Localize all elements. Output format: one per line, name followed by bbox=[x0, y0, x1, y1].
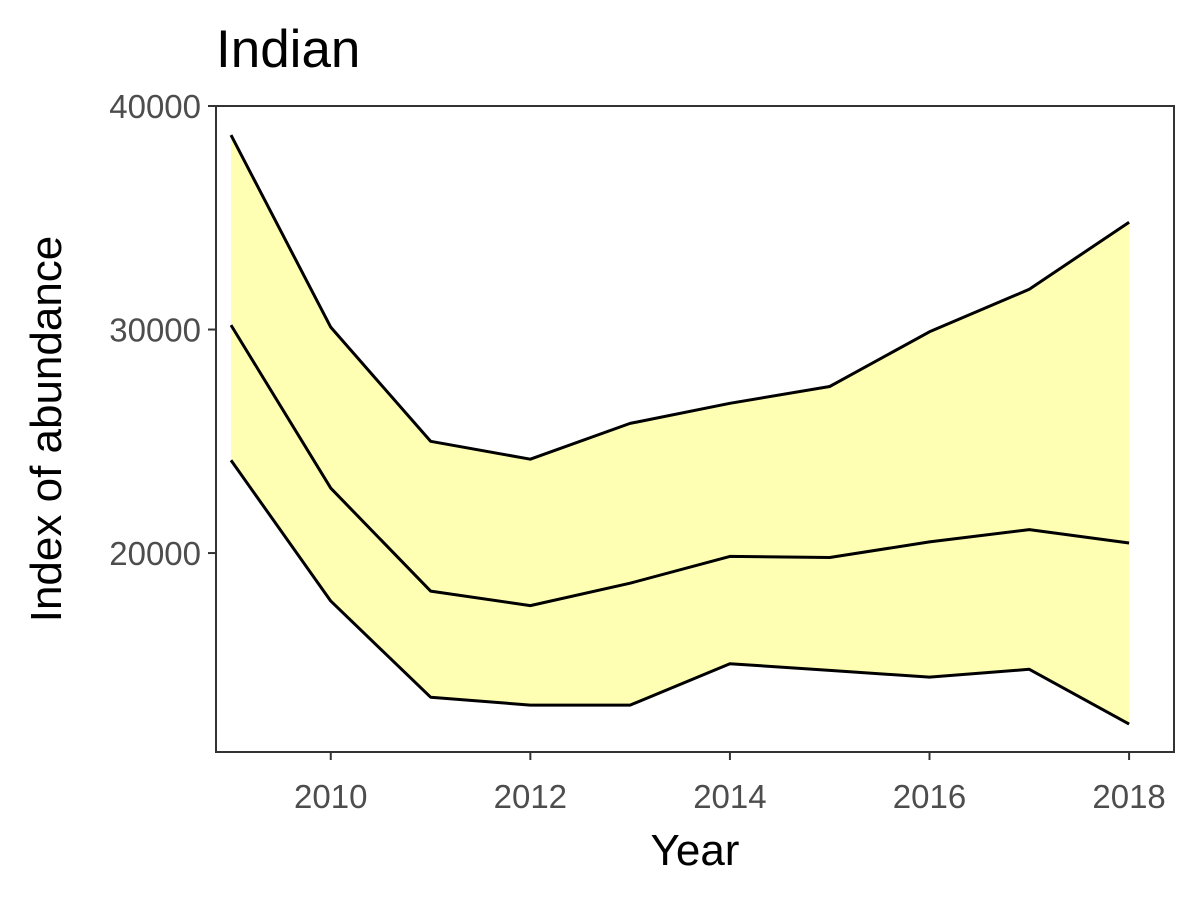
y-axis-title: Index of abundance bbox=[22, 236, 71, 623]
y-tick-label: 40000 bbox=[109, 88, 201, 125]
y-tick-label: 30000 bbox=[109, 312, 201, 349]
y-tick-label: 20000 bbox=[109, 535, 201, 572]
x-tick-label: 2012 bbox=[494, 778, 567, 815]
x-axis-title: Year bbox=[651, 826, 740, 875]
upper-line bbox=[229, 134, 1130, 461]
confidence-band bbox=[231, 135, 1130, 725]
plot-area bbox=[229, 134, 1130, 726]
x-tick-label: 2010 bbox=[294, 778, 367, 815]
axes: 2010 2012 2014 2016 2018 20000 30000 40000 bbox=[109, 88, 1166, 815]
chart-title: Indian bbox=[216, 20, 360, 79]
plot-border bbox=[215, 105, 1175, 753]
lower-line bbox=[229, 459, 1130, 726]
estimate-line bbox=[229, 324, 1130, 608]
x-tick-label: 2016 bbox=[893, 778, 966, 815]
x-tick-label: 2014 bbox=[693, 778, 766, 815]
x-tick-label: 2018 bbox=[1092, 778, 1165, 815]
